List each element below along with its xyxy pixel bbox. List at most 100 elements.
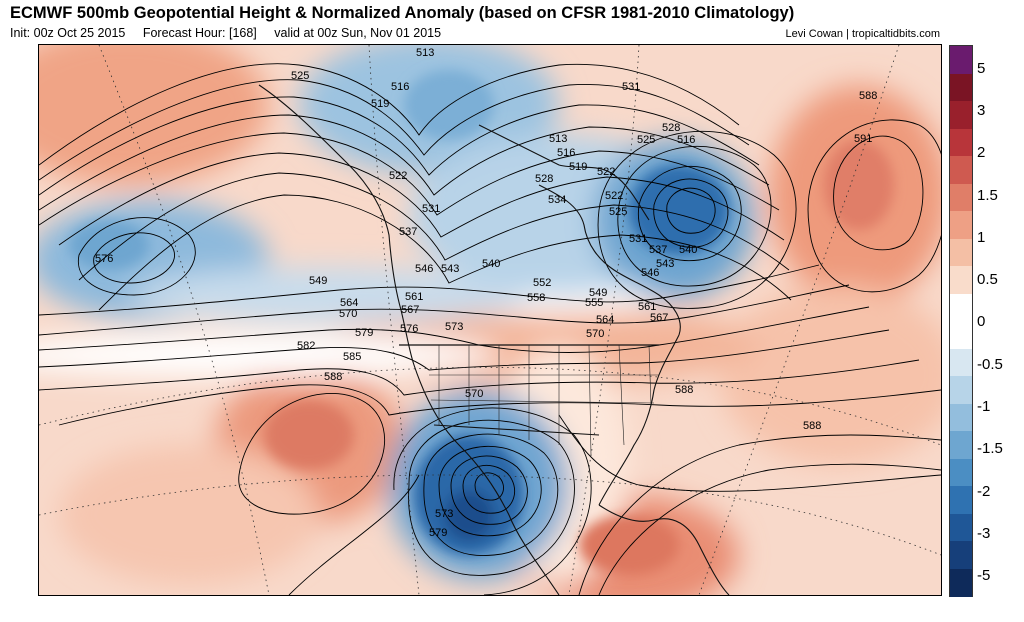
colorbar-segment (950, 568, 972, 597)
credit-text: Levi Cowan | tropicaltidbits.com (785, 28, 940, 40)
colorbar-tick-label: -1 (977, 398, 991, 415)
map-subtitle: Init: 00z Oct 25 2015 Forecast Hour: [16… (10, 26, 455, 40)
contour-label: 579 (355, 327, 373, 339)
contour-label: 513 (549, 133, 567, 145)
contour-label: 543 (441, 263, 459, 275)
contour-label: 561 (405, 291, 423, 303)
contour-label: 549 (589, 287, 607, 299)
anomaly-cores (69, 70, 894, 575)
contour-label: 570 (339, 308, 357, 320)
init-time: Init: 00z Oct 25 2015 (10, 26, 126, 40)
map-canvas: 513 525 516 519 531 528 525 516 513 516 … (39, 45, 941, 595)
contour-label: 513 (416, 47, 434, 59)
contour-label: 561 (638, 301, 656, 313)
colorbar-tick-label: -5 (977, 567, 991, 584)
colorbar-tick-label: 1 (977, 229, 986, 246)
colorbar-tick-label: 1.5 (977, 187, 998, 204)
colorbar-tick-label: 0.5 (977, 271, 998, 288)
contour-label: 588 (803, 420, 821, 432)
contour-label: 522 (605, 190, 623, 202)
contour-label: 552 (533, 277, 551, 289)
colorbar-tick-label: -3 (977, 525, 991, 542)
contour-label: 588 (859, 90, 877, 102)
height-contours (39, 63, 941, 595)
contour-label: 522 (389, 170, 407, 182)
contour-label: 525 (637, 134, 655, 146)
contour-label: 519 (569, 161, 587, 173)
contour-label: 534 (548, 194, 566, 206)
colorbar-segment (950, 183, 972, 212)
contour-label: 516 (391, 81, 409, 93)
contour-label: 546 (641, 267, 659, 279)
colorbar-segment (950, 321, 972, 349)
colorbar-segment (950, 458, 972, 487)
contour-label: 588 (675, 384, 693, 396)
contour-label: 537 (399, 226, 417, 238)
contour-label: 543 (656, 258, 674, 270)
contour-label: 525 (291, 70, 309, 82)
contour-label: 525 (609, 206, 627, 218)
colorbar-tick-label: -2 (977, 483, 991, 500)
forecast-hour: Forecast Hour: [168] (142, 26, 257, 40)
colorbar-segment (950, 541, 972, 569)
contour-label: 564 (340, 297, 358, 309)
colorbar-tick-label: -0.5 (977, 356, 1003, 373)
contour-label: 558 (527, 292, 545, 304)
contour-label: 555 (585, 297, 603, 309)
contour-label: 582 (297, 340, 315, 352)
contour-label: 531 (422, 203, 440, 215)
contour-label: 537 (649, 244, 667, 256)
colorbar-tick-label: 0 (977, 313, 986, 330)
contour-label: 585 (343, 351, 361, 363)
contour-label: 570 (465, 388, 483, 400)
colorbar-tick-label: -1.5 (977, 440, 1003, 457)
contour-label: 591 (854, 133, 872, 145)
forecast-map: 513 525 516 519 531 528 525 516 513 516 … (38, 44, 942, 596)
contour-label: 567 (401, 304, 419, 316)
colorbar-segment (950, 431, 972, 459)
colorbar-segment (950, 46, 972, 74)
colorbar-tick-label: 5 (977, 60, 986, 77)
colorbar-segment (950, 486, 972, 514)
contour-label: 567 (650, 312, 668, 324)
map-title: ECMWF 500mb Geopotential Height & Normal… (10, 4, 795, 22)
colorbar-segment (950, 211, 972, 239)
contour-label: 540 (679, 244, 697, 256)
colorbar-segment (950, 348, 972, 377)
colorbar-segment (950, 128, 972, 157)
valid-time: valid at 00z Sun, Nov 01 2015 (274, 26, 442, 40)
contour-label: 522 (597, 166, 615, 178)
contour-label: 528 (535, 173, 553, 185)
contour-label: 540 (482, 258, 500, 270)
colorbar-segment (950, 376, 972, 404)
colorbar-segment (950, 403, 972, 432)
anomaly-field (39, 45, 941, 595)
colorbar-segment (950, 156, 972, 184)
colorbar-tick-label: 2 (977, 144, 986, 161)
colorbar-segment (950, 73, 972, 102)
contour-label: 516 (557, 147, 575, 159)
contour-label: 546 (415, 263, 433, 275)
contour-label: 573 (445, 321, 463, 333)
contour-label: 579 (429, 527, 447, 539)
contour-label: 576 (400, 323, 418, 335)
colorbar-segment (950, 238, 972, 267)
contour-label: 528 (662, 122, 680, 134)
contour-label: 570 (586, 328, 604, 340)
contour-label: 573 (435, 508, 453, 520)
contour-label: 519 (371, 98, 389, 110)
contour-label: 516 (677, 134, 695, 146)
contour-label: 549 (309, 275, 327, 287)
colorbar-tick-label: 3 (977, 102, 986, 119)
contour-label: 531 (629, 233, 647, 245)
colorbar-segment (950, 101, 972, 129)
contour-label: 531 (622, 81, 640, 93)
contour-label: 576 (95, 253, 113, 265)
contour-label: 564 (596, 314, 614, 326)
contour-label: 588 (324, 371, 342, 383)
colorbar-segment (950, 293, 972, 322)
colorbar (949, 45, 973, 597)
state-borders (429, 344, 659, 456)
colorbar-segment (950, 513, 972, 542)
lat-lon-grid (39, 45, 941, 595)
